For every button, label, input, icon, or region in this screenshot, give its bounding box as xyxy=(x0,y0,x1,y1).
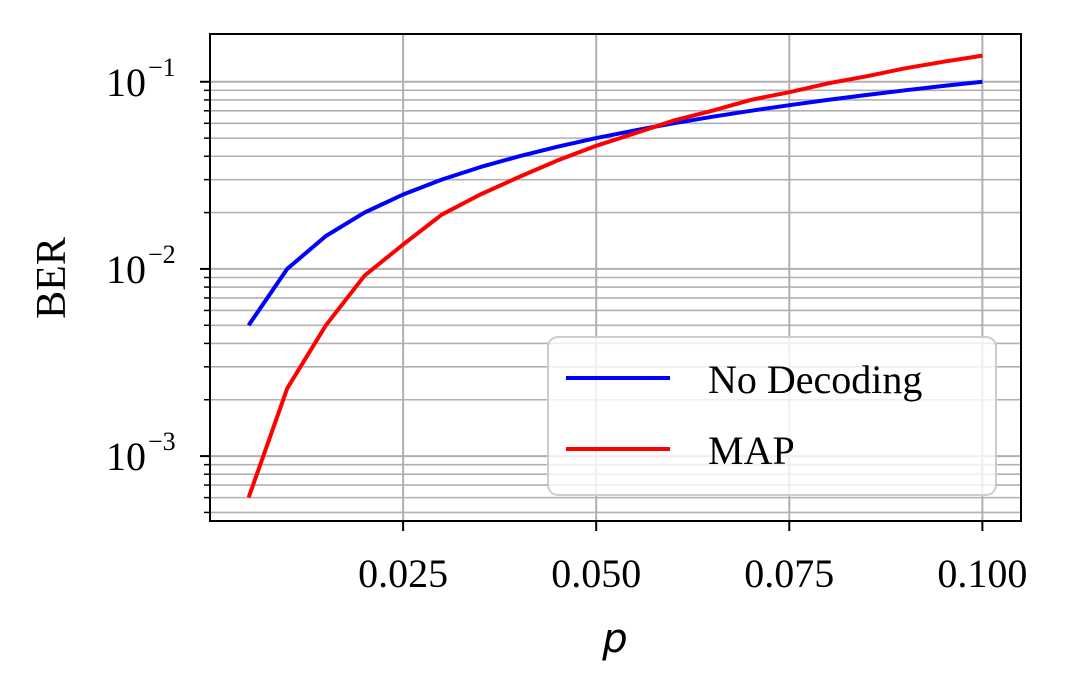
y-tick-label: 10 xyxy=(106,60,146,105)
legend-label-no-decoding: No Decoding xyxy=(708,357,922,402)
x-tick-label: 0.050 xyxy=(551,551,641,596)
y-tick-label-exponent: −1 xyxy=(148,53,176,82)
y-tick-label-exponent: −2 xyxy=(148,240,176,269)
legend: No Decoding MAP xyxy=(547,336,997,496)
x-tick-label: 0.025 xyxy=(358,551,448,596)
legend-label-map: MAP xyxy=(708,428,795,473)
y-tick-label-exponent: −3 xyxy=(148,427,176,456)
x-tick-label: 0.075 xyxy=(744,551,834,596)
series-lines xyxy=(246,53,983,499)
series-line-map xyxy=(246,53,983,499)
x-axis-title: p xyxy=(601,616,627,662)
y-axis-title: BER xyxy=(29,237,75,319)
x-tick-label: 0.100 xyxy=(937,551,1027,596)
y-tick-label: 10 xyxy=(106,434,146,479)
y-tick-label: 10 xyxy=(106,247,146,292)
series-line-no-decoding xyxy=(246,79,983,327)
